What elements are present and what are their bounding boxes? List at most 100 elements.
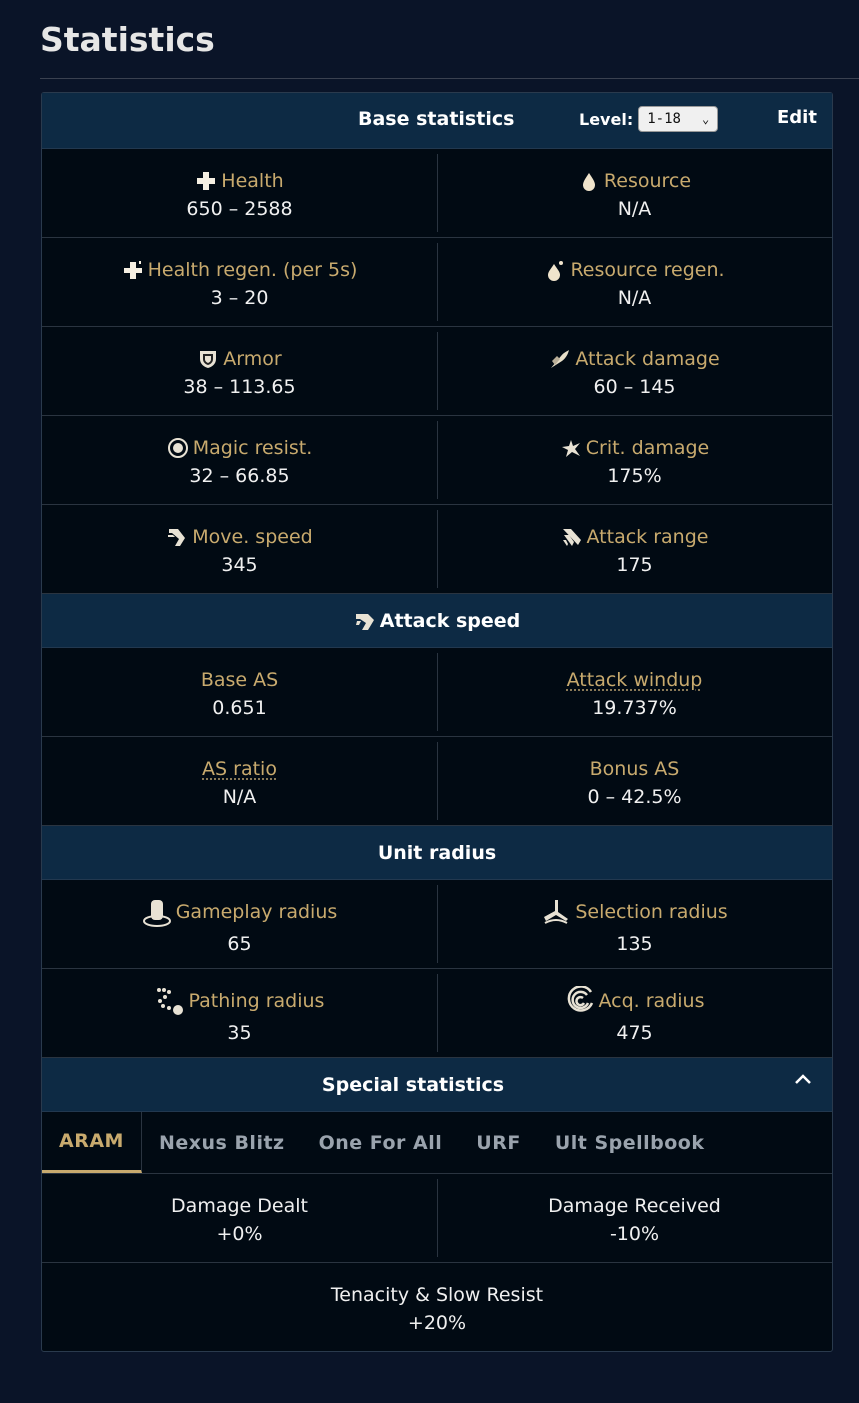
- stat-value: 19.737%: [592, 696, 677, 719]
- stat-label: Armor: [223, 347, 282, 370]
- stat-cell-damage-received: Damage Received -10%: [437, 1174, 832, 1262]
- stat-label: Resource regen.: [570, 258, 725, 281]
- tab-urf[interactable]: URF: [476, 1131, 521, 1154]
- stat-row: Gameplay radius 65 Selection radius 135: [42, 880, 832, 969]
- tab-nexus-blitz[interactable]: Nexus Blitz: [158, 1131, 285, 1154]
- stat-row: Damage Dealt +0% Damage Received -10%: [42, 1174, 832, 1263]
- stat-label: Move. speed: [192, 525, 313, 548]
- chevron-up-icon[interactable]: [794, 1070, 812, 1091]
- stat-value: 175%: [607, 464, 662, 487]
- stat-cell-resource: Resource N/A: [437, 149, 832, 237]
- stat-value: 32 – 66.85: [189, 464, 290, 487]
- stat-cell-attack-windup: Attack windup 19.737%: [437, 648, 832, 736]
- stat-label: Attack damage: [575, 347, 720, 370]
- stat-row: Base AS 0.651 Attack windup 19.737%: [42, 648, 832, 737]
- stat-value: 0.651: [212, 696, 267, 719]
- stat-cell-attack-damage: Attack damage 60 – 145: [437, 327, 832, 415]
- stat-label: Attack range: [586, 525, 709, 548]
- tab-one-for-all[interactable]: One For All: [318, 1131, 443, 1154]
- attack-range-icon: [562, 528, 581, 546]
- magic-resist-icon: [167, 437, 188, 458]
- attack-damage-icon: [551, 349, 570, 368]
- stat-value: 0 – 42.5%: [587, 785, 682, 808]
- move-speed-icon: [168, 528, 186, 546]
- stat-value: 135: [616, 932, 653, 955]
- tab-aram[interactable]: ARAM: [42, 1112, 142, 1173]
- stat-value: N/A: [617, 286, 652, 309]
- special-tabs: ARAM Nexus Blitz One For All URF Ult Spe…: [42, 1112, 832, 1174]
- health-icon: [197, 171, 216, 190]
- stat-label: AS ratio: [202, 757, 277, 780]
- health-regen-icon: [123, 260, 142, 279]
- stat-cell-base-as: Base AS 0.651: [42, 648, 437, 736]
- chevron-down-icon: ⌄: [701, 112, 710, 126]
- special-statistics-header[interactable]: Special statistics: [42, 1058, 832, 1112]
- stat-row: Armor 38 – 113.65 Attack damage 60 – 145: [42, 327, 832, 416]
- attack-windup-tooltip[interactable]: Attack windup: [567, 669, 703, 691]
- stat-value: 35: [227, 1021, 252, 1044]
- stat-row: AS ratio N/A Bonus AS 0 – 42.5%: [42, 737, 832, 826]
- stat-cell-move-speed: Move. speed 345: [42, 505, 437, 593]
- statistics-infobox: Base statistics Level: 1-18 ⌄ Edit Healt…: [41, 92, 833, 1352]
- stat-value: 38 – 113.65: [183, 375, 296, 398]
- special-statistics-title: Special statistics: [321, 1073, 505, 1096]
- stat-row: Health regen. (per 5s) 3 – 20 Resource r…: [42, 238, 832, 327]
- stat-label: Health regen. (per 5s): [147, 258, 358, 281]
- stat-value: 345: [221, 553, 258, 576]
- stat-value: 475: [616, 1021, 653, 1044]
- stat-cell-acq-radius: Acq. radius 475: [437, 969, 832, 1057]
- level-select-value: 1-18: [647, 111, 681, 127]
- stat-value: -10%: [609, 1222, 660, 1245]
- level-select[interactable]: 1-18 ⌄: [638, 106, 719, 132]
- base-statistics-title: Base statistics: [358, 108, 515, 130]
- stat-row: Tenacity & Slow Resist +20%: [42, 1263, 832, 1351]
- edit-link[interactable]: Edit: [777, 107, 817, 128]
- pathing-radius-icon: [156, 987, 183, 1015]
- stat-value: 3 – 20: [210, 286, 269, 309]
- stat-label: Selection radius: [575, 900, 728, 923]
- attack-speed-title: Attack speed: [354, 610, 520, 632]
- stat-label: Acq. radius: [598, 989, 705, 1012]
- stat-cell-damage-dealt: Damage Dealt +0%: [42, 1174, 437, 1262]
- stat-value: 650 – 2588: [186, 197, 293, 220]
- stat-value: 60 – 145: [593, 375, 676, 398]
- level-label: Level:: [579, 109, 634, 129]
- stat-label: Bonus AS: [589, 757, 680, 780]
- as-ratio-tooltip[interactable]: AS ratio: [202, 758, 277, 780]
- level-control: Level: 1-18 ⌄: [579, 106, 719, 132]
- stat-cell-attack-range: Attack range 175: [437, 505, 832, 593]
- attack-speed-icon: [355, 613, 374, 630]
- unit-radius-title: Unit radius: [377, 841, 497, 864]
- unit-radius-header: Unit radius: [42, 826, 832, 880]
- acquisition-radius-icon: [567, 985, 593, 1012]
- stat-label: Magic resist.: [192, 436, 313, 459]
- stat-label: Attack windup: [566, 668, 703, 691]
- tab-ult-spellbook[interactable]: Ult Spellbook: [554, 1131, 705, 1154]
- crit-damage-icon: [561, 439, 580, 457]
- stat-value: N/A: [617, 197, 652, 220]
- resource-icon: [582, 172, 595, 191]
- stat-cell-bonus-as: Bonus AS 0 – 42.5%: [437, 737, 832, 825]
- stat-label: Pathing radius: [188, 989, 325, 1012]
- stat-label: Resource: [603, 169, 692, 192]
- stat-value: +0%: [216, 1222, 263, 1245]
- stat-label: Crit. damage: [585, 436, 710, 459]
- attack-speed-header: Attack speed: [42, 594, 832, 648]
- resource-regen-icon: [548, 260, 564, 281]
- stat-label: Gameplay radius: [175, 900, 338, 923]
- stat-label: Damage Dealt: [171, 1194, 308, 1217]
- stat-row: Pathing radius 35 Acq. radius 475: [42, 969, 832, 1058]
- stat-value: +20%: [407, 1311, 467, 1334]
- page-title: Statistics: [40, 20, 215, 59]
- stat-cell-as-ratio: AS ratio N/A: [42, 737, 437, 825]
- stat-cell-health: Health 650 – 2588: [42, 149, 437, 237]
- stat-cell-pathing-radius: Pathing radius 35: [42, 969, 437, 1057]
- stat-value: 65: [227, 932, 252, 955]
- stat-cell-armor: Armor 38 – 113.65: [42, 327, 437, 415]
- heading-divider: [40, 78, 859, 79]
- stat-cell-crit-damage: Crit. damage 175%: [437, 416, 832, 504]
- selection-radius-icon: [544, 899, 569, 924]
- stat-label: Base AS: [200, 668, 279, 691]
- stat-value: 175: [616, 553, 653, 576]
